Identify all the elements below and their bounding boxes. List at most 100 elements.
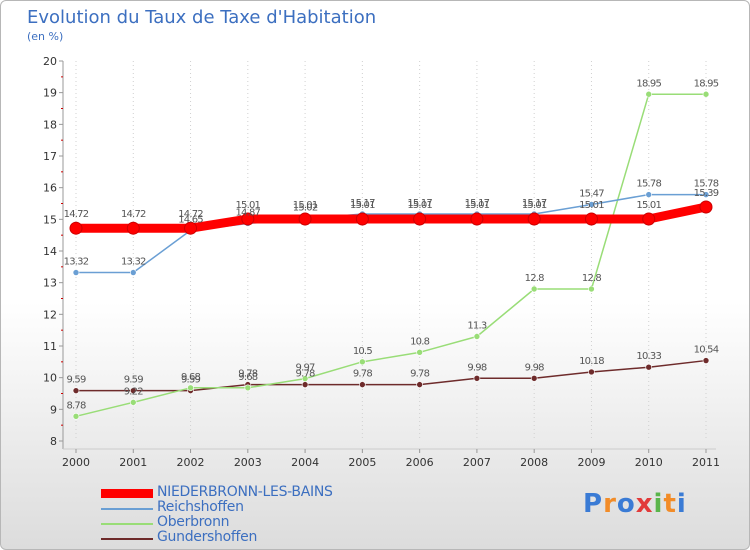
y-tick-label: 11 [43,340,57,353]
data-point [588,201,595,208]
data-point [642,212,656,226]
data-point [126,221,140,235]
logo-letter: x [635,489,654,519]
data-point [129,399,137,406]
data-point [702,90,710,98]
y-tick-label: 8 [50,435,57,448]
data-point [413,212,427,226]
data-label: 12.8 [582,273,602,284]
data-label: 9.59 [124,375,144,386]
data-label: 15.01 [350,200,375,211]
data-point [355,212,369,226]
data-label: 15.17 [350,198,375,209]
data-label: 10.54 [694,345,719,356]
logo-letter: t [663,489,677,519]
legend-label: NIEDERBRONN-LES-BAINS [157,484,333,500]
legend-label: Gundershoffen [157,529,258,545]
data-label: 15.02 [293,203,318,214]
data-point [301,381,309,388]
x-tick-label: 2009 [577,456,605,469]
data-point [244,384,252,392]
data-point [184,221,198,235]
data-point [359,381,366,388]
y-tick-label: 16 [43,182,57,195]
data-label: 15.01 [407,200,432,211]
data-label: 15.17 [522,198,547,209]
data-label: 13.32 [64,257,89,268]
data-point [702,191,710,198]
data-point [359,358,366,366]
data-label: 15.01 [579,200,604,211]
legend-label: Oberbronn [157,514,230,530]
data-point [645,191,653,198]
data-point [129,269,137,276]
series-lines [69,90,713,420]
y-tick-label: 15 [43,213,57,226]
data-label: 10.18 [579,356,604,367]
logo-letter: i [653,489,664,519]
x-tick-label: 2001 [119,456,147,469]
data-label: 15.01 [465,200,490,211]
data-label: 11.3 [467,321,487,332]
logo-letter: o [616,489,636,519]
data-label: 9.78 [353,369,373,380]
data-point [645,363,653,371]
data-label: 9.78 [410,369,430,380]
data-label: 9.22 [124,386,144,397]
chart-title: Evolution du Taux de Taxe d'Habitation [27,7,377,28]
x-tick-label: 2003 [234,456,262,469]
x-tick-label: 2010 [635,456,663,469]
legend-swatch [101,523,153,525]
x-tick-label: 2005 [348,456,376,469]
data-point [187,384,194,392]
y-tick-label: 13 [43,277,57,290]
data-label: 9.98 [467,362,487,373]
data-label: 9.59 [181,375,201,386]
data-label: 14.87 [235,207,260,218]
data-label: 13.32 [121,257,146,268]
data-label: 9.68 [181,372,201,383]
data-label: 15.01 [235,200,260,211]
y-tick-label: 18 [43,118,57,131]
data-label: 10.33 [636,351,661,362]
series-line [71,202,711,233]
data-label: 14.72 [178,209,203,220]
legend-label: Reichshoffen [157,499,244,515]
data-label: 15.39 [694,188,719,199]
data-label: 9.59 [66,375,86,386]
data-label: 14.65 [178,214,203,225]
y-tick-label: 14 [43,245,57,258]
data-point [588,285,595,293]
y-tick-label: 10 [43,372,57,385]
series-line [75,193,707,274]
data-label: 15.01 [293,200,318,211]
data-label: 15.01 [636,200,661,211]
data-label: 12.8 [525,273,545,284]
data-label: 15.01 [522,200,547,211]
data-point [530,374,538,382]
data-label: 9.68 [238,372,258,383]
data-point [301,375,309,382]
x-tick-label: 2000 [62,456,90,469]
series-line [75,359,707,392]
data-point [129,387,137,394]
data-label: 10.5 [353,346,373,357]
data-point [527,212,541,226]
data-point [473,374,481,382]
value-labels: 9.59 9.59 9.59 9.78 9.78 9.78 9.78 9.98 9.98 10.1… [64,78,720,411]
y-tick-label: 17 [43,150,57,163]
data-label: 9.98 [525,362,545,373]
axes: 8 9 10 11 12 13 14 15 16 17 18 19 20 2000 2001 2002 2003… [43,55,720,469]
data-point [298,212,312,226]
data-point [584,212,598,226]
data-point [699,200,713,214]
data-point [69,221,83,235]
proxiti-logo: Proxiti [583,489,687,519]
data-label: 15.17 [407,198,432,209]
series-line [75,93,707,418]
y-tick-label: 19 [43,87,57,100]
data-label: 8.78 [66,400,86,411]
logo-letter: P [583,489,604,519]
data-point [72,412,80,420]
